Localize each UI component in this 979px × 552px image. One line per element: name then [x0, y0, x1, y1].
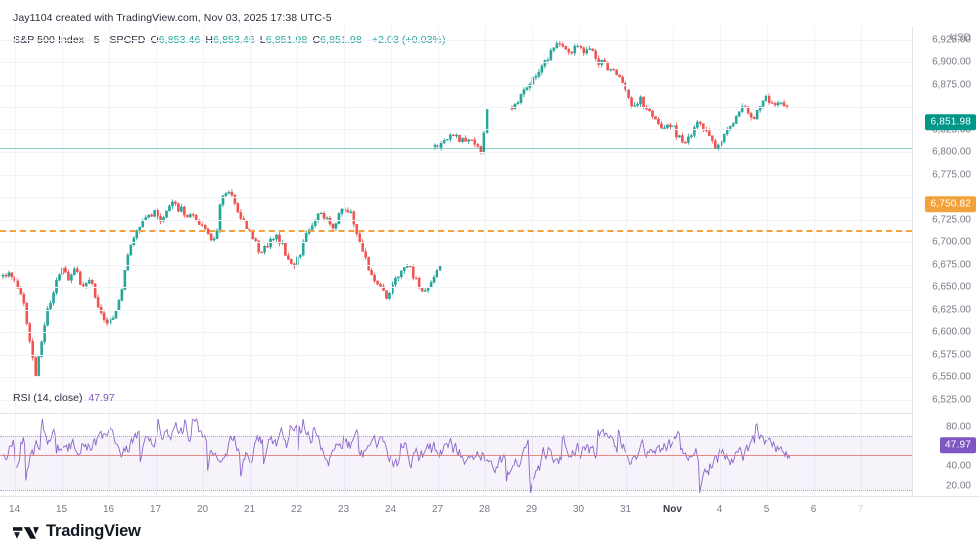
gridline-vertical: [438, 26, 439, 496]
pane-separator: [0, 413, 912, 414]
gridline-horizontal: [0, 152, 912, 153]
gridline-vertical: [532, 26, 533, 496]
gridline-horizontal: [0, 400, 912, 401]
gridline-vertical: [109, 26, 110, 496]
time-tick-label: 14: [8, 504, 21, 515]
tradingview-wordmark: TradingView: [46, 521, 141, 540]
time-tick-label: 24: [384, 504, 397, 515]
gridline-vertical: [203, 26, 204, 496]
gridline-horizontal: [0, 377, 912, 378]
time-tick-label: Nov: [663, 504, 682, 515]
alert-price-badge: 6,750.82: [925, 196, 976, 212]
rsi-legend-value: 47.97: [88, 392, 115, 404]
gridline-horizontal: [0, 310, 912, 311]
gridline-vertical: [861, 26, 862, 496]
gridline-vertical: [15, 26, 16, 496]
current-price-badge: 6,851.98: [925, 114, 976, 130]
price-tick-label: 6,925.00: [932, 34, 971, 45]
gridline-horizontal: [0, 62, 912, 63]
gridline-vertical: [344, 26, 345, 496]
price-tick-label: 6,525.00: [932, 394, 971, 405]
gridline-horizontal: [0, 197, 912, 198]
time-tick-label: 30: [572, 504, 585, 515]
gridline-vertical: [156, 26, 157, 496]
price-tick-label: 6,725.00: [932, 214, 971, 225]
gridline-vertical: [391, 26, 392, 496]
gridline-vertical: [673, 26, 674, 496]
gridline-horizontal: [0, 107, 912, 108]
price-tick-label: 6,900.00: [932, 56, 971, 68]
gridline-vertical: [62, 26, 63, 496]
price-tick-label: 6,775.00: [932, 169, 971, 180]
current-price-line: [0, 148, 912, 149]
time-tick-label: 28: [478, 504, 491, 515]
price-tick-label: 6,600.00: [932, 326, 971, 338]
time-tick-label: 20: [196, 504, 209, 515]
rsi-ma-line: [0, 455, 912, 456]
gridline-vertical: [250, 26, 251, 496]
price-tick-label: 6,800.00: [932, 146, 971, 158]
rsi-lower-dotted: [0, 490, 912, 491]
rsi-legend-title: RSI (14, close): [13, 392, 83, 404]
time-tick-label: 23: [337, 504, 350, 515]
gridline-horizontal: [0, 129, 912, 130]
time-tick-label: 4: [716, 504, 723, 515]
time-axis[interactable]: 14 15 16 17 20 21 22 23 24 27 28 29 30 31 Nov 4 5 6 7: [0, 496, 979, 520]
price-tick-label: 6,700.00: [932, 236, 971, 248]
rsi-upper-dotted: [0, 436, 912, 437]
rsi-tick-label: 40.00: [945, 460, 971, 472]
price-tick-label: 6,675.00: [932, 259, 971, 270]
gridline-horizontal: [0, 355, 912, 356]
price-axis-unit: USD: [949, 32, 971, 44]
gridline-horizontal: [0, 265, 912, 266]
time-tick-label: 16: [102, 504, 115, 515]
gridline-horizontal: [0, 85, 912, 86]
candlestick-series: [1, 40, 791, 494]
gridline-vertical: [814, 26, 815, 496]
price-tick-label: 6,625.00: [932, 304, 971, 315]
time-tick-label: 6: [810, 504, 817, 515]
rsi-value-badge: 47.97: [939, 437, 976, 453]
gridline-horizontal: [0, 175, 912, 176]
price-axis[interactable]: USD 6,925.006,900.006,875.006,825.006,80…: [912, 26, 979, 496]
time-tick-label: 21: [243, 504, 256, 515]
price-tick-label: 6,875.00: [932, 79, 971, 90]
time-tick-label: 15: [55, 504, 68, 515]
time-tick-label: 29: [525, 504, 538, 515]
gridline-vertical: [626, 26, 627, 496]
time-tick-label: 31: [619, 504, 632, 515]
gridline-horizontal: [0, 40, 912, 41]
gridline-horizontal: [0, 220, 912, 221]
gridline-vertical: [485, 26, 486, 496]
plot-area[interactable]: [0, 26, 912, 496]
gridline-horizontal: [0, 287, 912, 288]
gridline-vertical: [720, 26, 721, 496]
price-tick-label: 6,650.00: [932, 281, 971, 293]
alert-price-line: [0, 230, 912, 232]
gridline-horizontal: [0, 242, 912, 243]
time-tick-label: 7: [857, 504, 864, 515]
gridline-horizontal: [0, 332, 912, 333]
rsi-tick-label: 80.00: [945, 421, 971, 433]
gridline-vertical: [767, 26, 768, 496]
price-tick-label: 6,575.00: [932, 349, 971, 360]
time-tick-label: 17: [149, 504, 162, 515]
rsi-tick-label: 20.00: [945, 480, 971, 492]
footer-brand[interactable]: TradingView: [13, 519, 141, 543]
tradingview-logo-icon: [13, 526, 39, 539]
rsi-legend: RSI (14, close) 47.97: [13, 392, 115, 404]
time-tick-label: 22: [290, 504, 303, 515]
price-tick-label: 6,550.00: [932, 371, 971, 383]
attribution-text: Jay1104 created with TradingView.com, No…: [13, 12, 332, 24]
rsi-band: [0, 436, 912, 490]
time-tick-label: 5: [763, 504, 770, 515]
gridline-vertical: [297, 26, 298, 496]
gridline-vertical: [579, 26, 580, 496]
time-tick-label: 27: [431, 504, 444, 515]
